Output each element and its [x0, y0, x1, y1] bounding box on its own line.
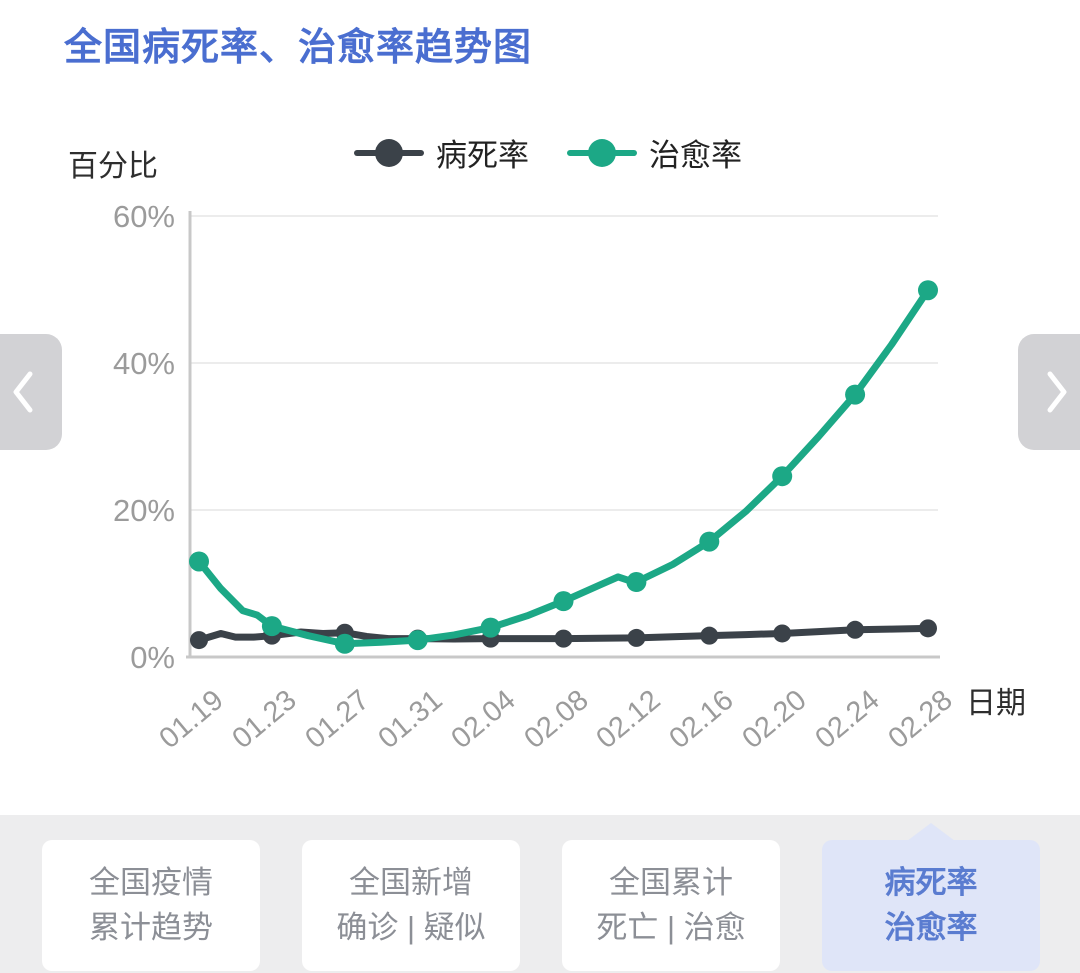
fatality-rate-legend-marker-icon: [354, 138, 424, 167]
y-tick-label: 60%: [112, 199, 175, 234]
tab-label-line: 确诊 | 疑似: [336, 910, 486, 945]
cure-rate-point: [699, 531, 720, 552]
cure-rate-point: [480, 617, 501, 638]
y-axis-unit-label: 百分比: [68, 150, 158, 183]
fatality-rate-point: [773, 624, 792, 643]
x-axis-label: 日期: [966, 687, 1026, 720]
fatality-rate-point: [627, 628, 646, 647]
tab-label-line: 累计趋势: [89, 910, 213, 945]
next-chart-button[interactable]: [1018, 334, 1080, 450]
tab-label-line: 全国疫情: [89, 865, 213, 901]
cure-rate-point: [626, 572, 647, 593]
trend-line-chart: [186, 211, 940, 659]
fatality-rate-point: [554, 629, 573, 648]
tab-new-confirmed-suspected[interactable]: 全国新增 确诊 | 疑似: [302, 840, 520, 971]
cure-rate-point: [189, 551, 209, 572]
chevron-right-icon: [1047, 371, 1067, 413]
legend-label: 治愈率: [649, 138, 742, 173]
fatality-rate-point: [919, 619, 937, 638]
cure-rate-legend-marker-icon: [567, 138, 637, 167]
chevron-left-icon: [13, 371, 33, 413]
legend-item-fatality-rate[interactable]: 病死率: [354, 130, 529, 175]
cure-rate-point: [918, 280, 938, 301]
y-tick-label: 20%: [112, 493, 175, 528]
legend-label: 病死率: [436, 138, 529, 173]
tab-label-line: 全国累计: [609, 865, 733, 901]
fatality-rate-point: [846, 620, 865, 639]
cure-rate-point: [334, 633, 355, 654]
fatality-rate-point: [700, 626, 719, 645]
tab-label-line: 全国新增: [349, 865, 473, 901]
y-tick-label: 40%: [112, 346, 175, 381]
cure-rate-point: [407, 630, 428, 651]
prev-chart-button[interactable]: [0, 334, 62, 450]
chart-legend: 病死率 治愈率: [354, 130, 742, 175]
cure-rate-point: [553, 591, 574, 612]
tab-label-line: 死亡 | 治愈: [596, 910, 746, 945]
tab-cumulative-deaths-cured[interactable]: 全国累计 死亡 | 治愈: [562, 840, 780, 971]
tab-fatality-cure-rate[interactable]: 病死率 治愈率: [822, 840, 1040, 971]
cure-rate-point: [772, 466, 793, 487]
page-title: 全国病死率、治愈率趋势图: [64, 27, 533, 69]
tab-label-line: 治愈率: [884, 910, 978, 945]
cure-rate-line: [195, 286, 932, 648]
tab-label-line: 病死率: [884, 865, 978, 901]
fatality-rate-point: [190, 631, 208, 650]
legend-item-cure-rate[interactable]: 治愈率: [567, 130, 742, 175]
y-tick-label: 0%: [130, 640, 175, 675]
active-tab-pointer: [907, 823, 955, 841]
tab-national-cumulative-trend[interactable]: 全国疫情 累计趋势: [42, 840, 260, 971]
cure-rate-point: [261, 616, 282, 637]
cure-rate-point: [845, 384, 866, 405]
